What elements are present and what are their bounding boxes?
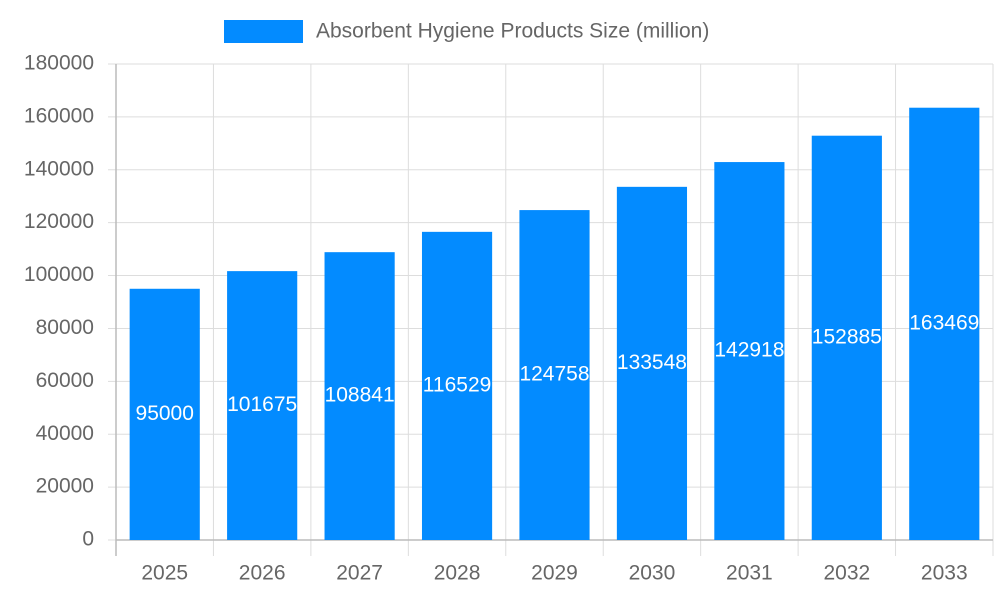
bar — [811, 135, 882, 541]
x-tick-label: 2025 — [141, 562, 188, 585]
x-tick-label: 2028 — [434, 562, 481, 585]
y-tick-label: 40000 — [36, 422, 94, 445]
bar — [616, 186, 688, 541]
y-tick-label: 60000 — [36, 369, 94, 392]
bar — [129, 288, 200, 540]
x-tick-label: 2030 — [629, 562, 676, 585]
bar — [227, 271, 298, 540]
bar — [324, 252, 395, 540]
data-label: 116529 — [423, 373, 492, 396]
bar — [714, 162, 785, 541]
y-tick-label: 140000 — [24, 157, 94, 180]
y-tick-label: 100000 — [24, 263, 94, 286]
x-tick-label: 2029 — [531, 562, 578, 585]
data-label: 124758 — [519, 363, 589, 386]
x-tick-label: 2032 — [823, 562, 870, 585]
y-tick-label: 80000 — [36, 316, 94, 339]
x-tick-label: 2033 — [921, 562, 968, 585]
x-tick-label: 2026 — [239, 562, 286, 585]
y-tick-label: 20000 — [36, 475, 94, 498]
legend-swatch — [224, 20, 303, 43]
y-tick-label: 180000 — [24, 52, 94, 75]
x-tick-label: 2031 — [726, 562, 773, 585]
data-label: 142918 — [714, 339, 784, 362]
bar — [421, 231, 493, 541]
data-label: 95000 — [136, 402, 194, 425]
data-label: 163469 — [909, 311, 979, 334]
bar — [519, 210, 590, 540]
y-tick-label: 160000 — [24, 104, 94, 127]
data-label: 152885 — [812, 325, 882, 348]
y-tick-label: 0 — [82, 528, 94, 551]
data-label: 108841 — [325, 384, 395, 407]
x-tick-label: 2027 — [336, 562, 383, 585]
data-label: 101675 — [227, 393, 297, 416]
data-label: 133548 — [617, 351, 687, 374]
legend-label: Absorbent Hygiene Products Size (million… — [316, 20, 709, 43]
y-tick-label: 120000 — [24, 210, 94, 233]
bar — [909, 107, 980, 541]
